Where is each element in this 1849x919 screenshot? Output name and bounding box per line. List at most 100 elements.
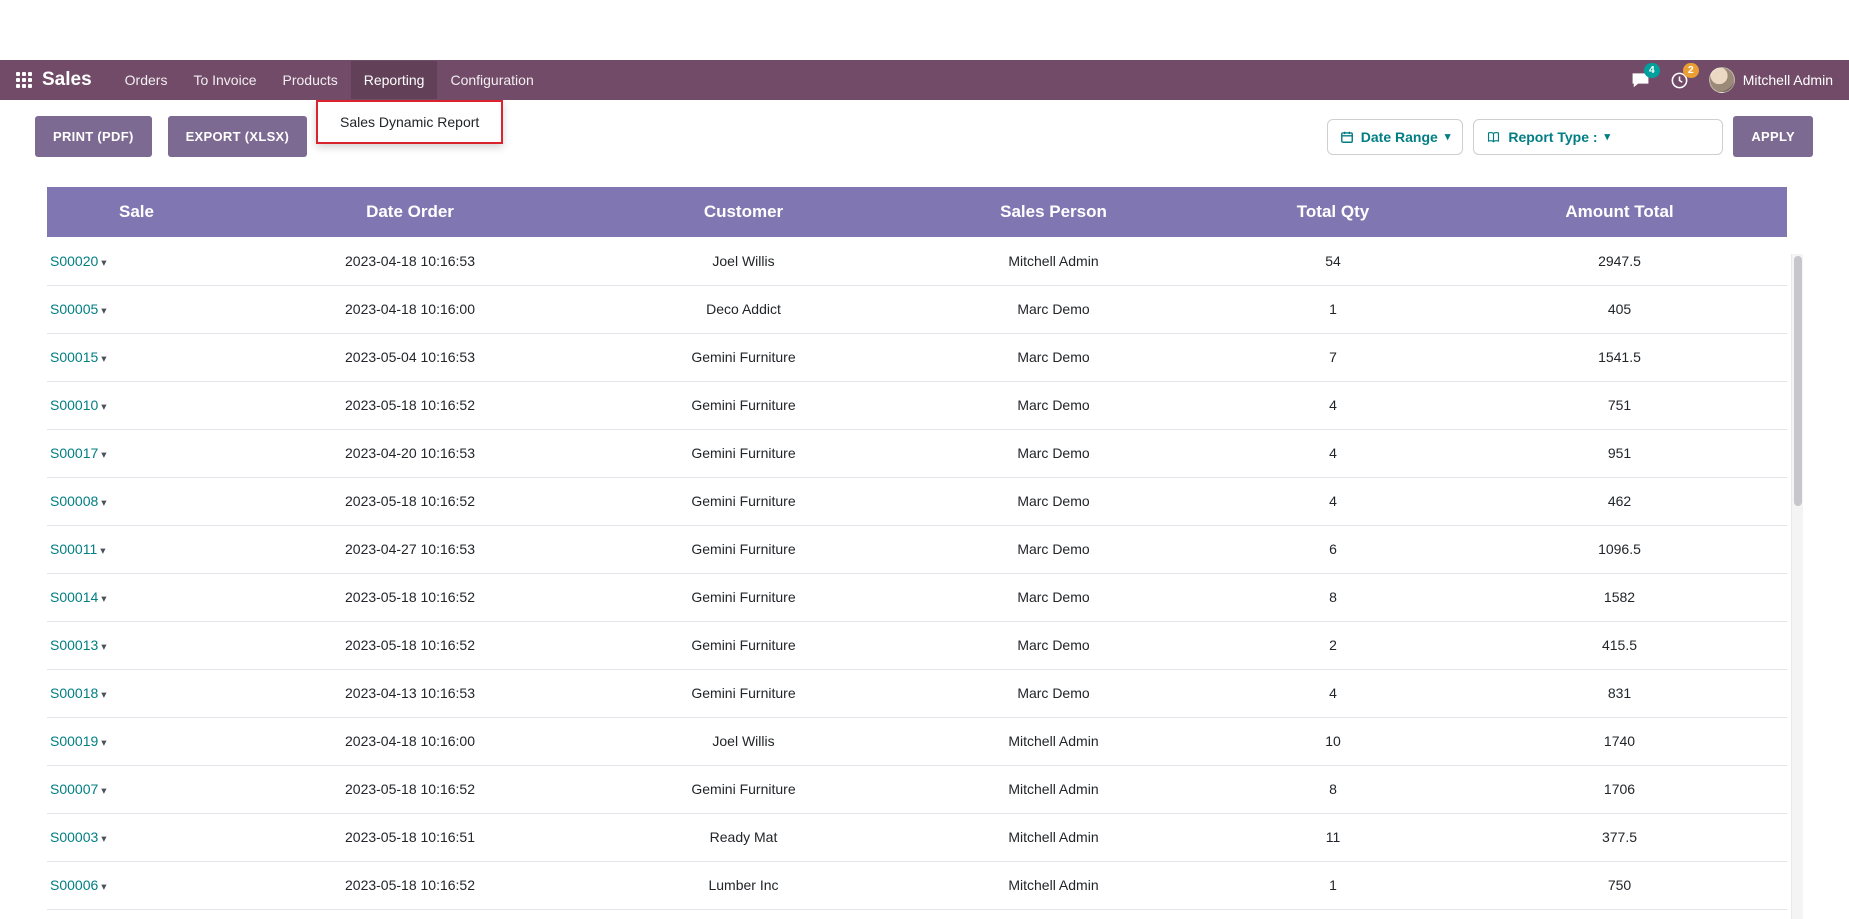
table-row: S00018▾ 2023-04-13 10:16:53 Gemini Furni…: [47, 669, 1787, 717]
customer-cell: Gemini Furniture: [594, 333, 893, 381]
sale-order-link[interactable]: S00018▾: [50, 685, 107, 701]
sale-order-number: S00020: [50, 253, 98, 269]
date-range-label: Date Range: [1361, 129, 1438, 145]
total-qty-cell: 11: [1214, 813, 1452, 861]
sale-order-link[interactable]: S00017▾: [50, 445, 107, 461]
date-order-cell: 2023-05-18 10:16:52: [226, 621, 594, 669]
chevron-down-icon: ▾: [101, 497, 106, 509]
sale-order-number: S00018: [50, 685, 98, 701]
date-order-cell: 2023-04-18 10:16:00: [226, 285, 594, 333]
customer-cell: Gemini Furniture: [594, 669, 893, 717]
export-xlsx-button[interactable]: EXPORT (XLSX): [168, 116, 308, 157]
sales-person-cell: Marc Demo: [893, 381, 1214, 429]
report-type-label: Report Type :: [1508, 129, 1597, 145]
sale-order-link[interactable]: S00011▾: [50, 541, 106, 557]
date-range-filter[interactable]: Date Range ▾: [1327, 119, 1464, 155]
amount-total-cell: 1096.5: [1452, 525, 1787, 573]
total-qty-cell: 8: [1214, 765, 1452, 813]
table-row: S00015▾ 2023-05-04 10:16:53 Gemini Furni…: [47, 333, 1787, 381]
table-row: S00019▾ 2023-04-18 10:16:00 Joel Willis …: [47, 717, 1787, 765]
navbar-right: 4 2 Mitchell Admin: [1631, 67, 1833, 93]
col-amount-total: Amount Total: [1452, 187, 1787, 237]
calendar-icon: [1340, 130, 1354, 144]
apply-button[interactable]: APPLY: [1733, 116, 1813, 157]
chevron-down-icon: ▾: [101, 449, 106, 461]
sale-cell: S00014▾: [47, 573, 226, 621]
menu-products[interactable]: Products: [270, 61, 351, 99]
sales-person-cell: Mitchell Admin: [893, 765, 1214, 813]
amount-total-cell: 2947.5: [1452, 237, 1787, 285]
col-sales-person: Sales Person: [893, 187, 1214, 237]
sale-order-link[interactable]: S00010▾: [50, 397, 107, 413]
sales-person-cell: Marc Demo: [893, 525, 1214, 573]
date-order-cell: 2023-04-18 10:16:00: [226, 717, 594, 765]
menu-to-invoice[interactable]: To Invoice: [180, 61, 269, 99]
date-order-cell: 2023-05-18 10:16:52: [226, 573, 594, 621]
activities-button[interactable]: 2: [1670, 71, 1689, 90]
sale-order-number: S00014: [50, 589, 98, 605]
sale-cell: S00019▾: [47, 717, 226, 765]
messages-button[interactable]: 4: [1631, 71, 1650, 90]
total-qty-cell: 8: [1214, 573, 1452, 621]
sale-order-number: S00010: [50, 397, 98, 413]
report-type-filter[interactable]: Report Type : ▾: [1473, 119, 1723, 155]
report-table: Sale Date Order Customer Sales Person To…: [47, 187, 1787, 910]
scrollbar-thumb[interactable]: [1794, 256, 1802, 506]
col-customer: Customer: [594, 187, 893, 237]
sale-order-link[interactable]: S00013▾: [50, 637, 107, 653]
sale-cell: S00006▾: [47, 861, 226, 909]
customer-cell: Gemini Furniture: [594, 429, 893, 477]
sales-person-cell: Marc Demo: [893, 621, 1214, 669]
table-row: S00010▾ 2023-05-18 10:16:52 Gemini Furni…: [47, 381, 1787, 429]
table-header: Sale Date Order Customer Sales Person To…: [47, 187, 1787, 237]
user-menu[interactable]: Mitchell Admin: [1709, 67, 1833, 93]
chevron-down-icon: ▾: [101, 881, 106, 893]
amount-total-cell: 750: [1452, 861, 1787, 909]
amount-total-cell: 831: [1452, 669, 1787, 717]
sales-person-cell: Mitchell Admin: [893, 813, 1214, 861]
sale-cell: S00011▾: [47, 525, 226, 573]
sales-person-cell: Marc Demo: [893, 333, 1214, 381]
chevron-down-icon: ▾: [101, 737, 106, 749]
chevron-down-icon: ▾: [101, 401, 106, 413]
col-total-qty: Total Qty: [1214, 187, 1452, 237]
sale-order-number: S00006: [50, 877, 98, 893]
menu-configuration[interactable]: Configuration: [437, 61, 546, 99]
user-name: Mitchell Admin: [1743, 72, 1833, 88]
customer-cell: Deco Addict: [594, 285, 893, 333]
date-range-button[interactable]: Date Range ▾: [1340, 129, 1451, 145]
sale-order-link[interactable]: S00020▾: [50, 253, 107, 269]
menu-reporting[interactable]: Reporting: [351, 61, 438, 99]
sale-order-link[interactable]: S00008▾: [50, 493, 107, 509]
chevron-down-icon: ▾: [101, 305, 106, 317]
total-qty-cell: 4: [1214, 669, 1452, 717]
print-pdf-button[interactable]: PRINT (PDF): [35, 116, 152, 157]
sale-order-link[interactable]: S00015▾: [50, 349, 107, 365]
sales-person-cell: Mitchell Admin: [893, 717, 1214, 765]
total-qty-cell: 4: [1214, 477, 1452, 525]
date-order-cell: 2023-05-18 10:16:52: [226, 861, 594, 909]
customer-cell: Gemini Furniture: [594, 621, 893, 669]
date-order-cell: 2023-04-27 10:16:53: [226, 525, 594, 573]
apps-grid-icon[interactable]: [16, 72, 32, 88]
total-qty-cell: 1: [1214, 861, 1452, 909]
customer-cell: Gemini Furniture: [594, 477, 893, 525]
sale-cell: S00003▾: [47, 813, 226, 861]
sale-order-link[interactable]: S00003▾: [50, 829, 107, 845]
sales-person-cell: Marc Demo: [893, 573, 1214, 621]
sale-order-link[interactable]: S00005▾: [50, 301, 107, 317]
date-order-cell: 2023-05-18 10:16:52: [226, 477, 594, 525]
sale-order-link[interactable]: S00014▾: [50, 589, 107, 605]
sales-person-cell: Marc Demo: [893, 285, 1214, 333]
report-type-button[interactable]: Report Type : ▾: [1486, 129, 1610, 145]
date-order-cell: 2023-05-04 10:16:53: [226, 333, 594, 381]
customer-cell: Gemini Furniture: [594, 381, 893, 429]
sale-order-link[interactable]: S00006▾: [50, 877, 107, 893]
menu-item-sales-dynamic-report[interactable]: Sales Dynamic Report: [316, 100, 503, 144]
sale-order-link[interactable]: S00019▾: [50, 733, 107, 749]
vertical-scrollbar[interactable]: [1791, 254, 1803, 919]
app-name[interactable]: Sales: [42, 69, 92, 91]
menu-orders[interactable]: Orders: [112, 61, 181, 99]
table-row: S00017▾ 2023-04-20 10:16:53 Gemini Furni…: [47, 429, 1787, 477]
sale-order-link[interactable]: S00007▾: [50, 781, 107, 797]
